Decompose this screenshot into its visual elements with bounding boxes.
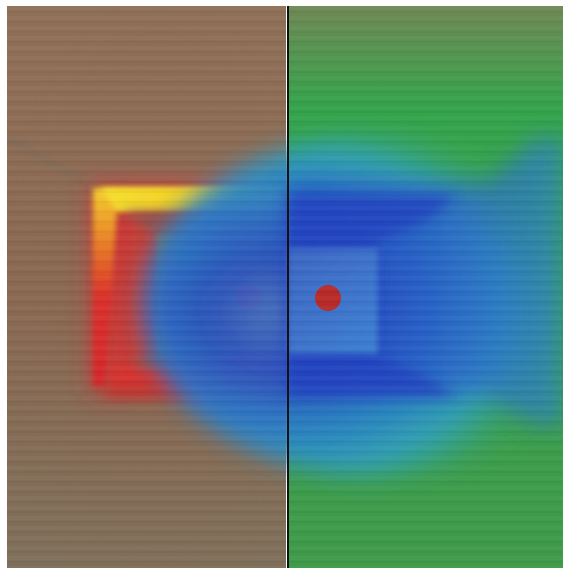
color-field-visualization — [7, 6, 563, 568]
visualization-canvas — [7, 6, 563, 568]
center-divider-line — [287, 6, 289, 568]
scanline-texture — [7, 6, 563, 568]
